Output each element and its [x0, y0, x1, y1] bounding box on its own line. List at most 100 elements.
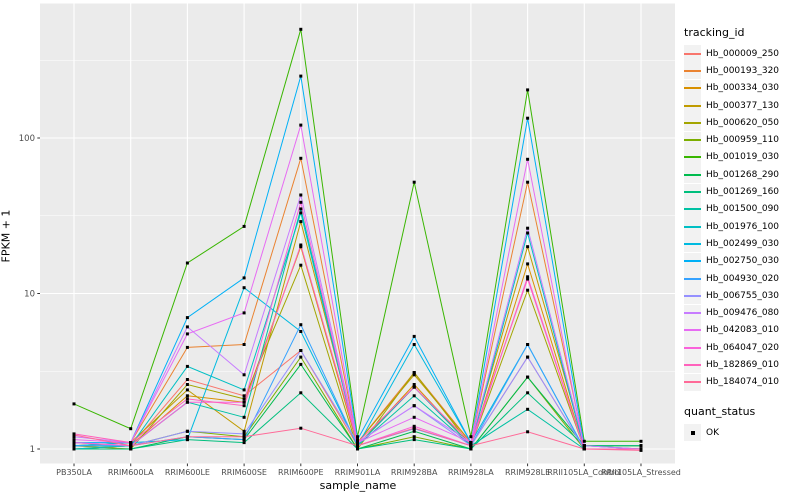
data-point	[242, 397, 246, 401]
data-point	[469, 435, 473, 439]
data-point	[526, 231, 530, 235]
legend-item: Hb_182869_010	[684, 356, 800, 374]
data-point	[412, 404, 416, 408]
data-point	[242, 286, 246, 290]
data-point	[185, 397, 189, 401]
legend-item: Hb_002499_030	[684, 235, 800, 253]
data-point	[526, 275, 530, 279]
data-point	[242, 404, 246, 408]
data-point	[129, 444, 133, 448]
data-point	[526, 288, 530, 292]
legend-line-swatch-icon	[684, 79, 701, 97]
legend-entries: Hb_000009_250 Hb_000193_320 Hb_000334_030 H…	[684, 45, 800, 391]
data-point	[185, 364, 189, 368]
legend-line-swatch-icon	[684, 235, 701, 253]
data-point	[299, 156, 303, 160]
legend-title-quant-status: quant_status	[684, 404, 756, 418]
ok-square-icon	[684, 424, 701, 442]
legend-label: Hb_001268_290	[706, 169, 780, 180]
data-point	[582, 439, 586, 443]
legend-label: Hb_000377_130	[706, 100, 780, 111]
legend-line-swatch-icon	[684, 339, 701, 357]
data-point	[412, 371, 416, 375]
data-point	[526, 343, 530, 346]
legend-item: Hb_000959_110	[684, 131, 800, 149]
data-point	[185, 316, 189, 320]
data-point	[129, 427, 133, 431]
legend: tracking_id Hb_000009_250 Hb_000193_320 Hb…	[684, 26, 800, 442]
x-tick-label: RRIM600LA	[108, 468, 154, 477]
legend-item: Hb_002750_030	[684, 252, 800, 270]
legend-line-swatch-icon	[684, 148, 701, 166]
legend-item: Hb_042083_010	[684, 321, 800, 339]
data-point	[242, 415, 246, 419]
legend-item: Hb_000377_130	[684, 97, 800, 115]
x-tick-label: RRIM600SE	[221, 468, 267, 477]
data-point	[412, 180, 416, 184]
legend-label: Hb_002750_030	[706, 256, 780, 267]
data-point	[242, 435, 246, 439]
data-point	[242, 432, 246, 436]
data-point	[582, 444, 586, 448]
x-tick-label: RRIM600LE	[165, 468, 210, 477]
data-point	[299, 391, 303, 395]
legend-item: Hb_001500_090	[684, 200, 800, 218]
data-point	[469, 447, 473, 451]
legend-label: Hb_009476_080	[706, 308, 780, 319]
data-point	[242, 343, 246, 346]
legend-line-swatch-icon	[684, 114, 701, 132]
data-point	[526, 245, 530, 249]
data-point	[72, 435, 76, 439]
legend-item: Hb_000193_320	[684, 62, 800, 80]
data-point	[356, 438, 359, 442]
legend-quant-status: quant_status OK	[684, 404, 800, 442]
legend-item: Hb_000334_030	[684, 79, 800, 97]
legend-label: Hb_042083_010	[706, 325, 780, 336]
legend-label: Hb_064047_020	[706, 342, 780, 353]
legend-label: Hb_001269_160	[706, 187, 780, 198]
data-point	[526, 355, 530, 359]
legend-label: Hb_006755_030	[706, 290, 780, 301]
x-axis-title: sample_name	[319, 479, 397, 492]
data-point	[185, 388, 189, 392]
legend-item-ok: OK	[684, 424, 800, 442]
legend-line-swatch-icon	[684, 200, 701, 218]
data-point	[526, 277, 530, 281]
data-point	[412, 438, 416, 442]
data-point	[469, 441, 473, 445]
x-tick-label: RRII105LA_Control	[547, 468, 621, 477]
data-point	[526, 116, 530, 120]
legend-item: Hb_064047_020	[684, 339, 800, 357]
data-point	[72, 447, 76, 451]
data-point	[412, 435, 416, 439]
legend-line-swatch-icon	[684, 183, 701, 201]
data-point	[299, 123, 303, 127]
legend-line-swatch-icon	[684, 62, 701, 80]
data-point	[72, 402, 76, 406]
data-point	[299, 74, 303, 78]
legend-label: Hb_182869_010	[706, 359, 780, 370]
data-point	[412, 424, 416, 428]
data-point	[526, 375, 530, 379]
data-point	[185, 378, 189, 381]
data-point	[412, 429, 416, 433]
legend-item: Hb_001269_160	[684, 183, 800, 201]
data-point	[299, 323, 303, 327]
data-point	[185, 325, 189, 329]
data-point	[526, 157, 530, 161]
data-point	[412, 383, 416, 386]
x-tick-label: RRIM928LE	[505, 468, 550, 477]
data-point	[526, 88, 530, 92]
legend-line-swatch-icon	[684, 166, 701, 184]
legend-item: Hb_006755_030	[684, 287, 800, 305]
data-point	[299, 263, 303, 267]
data-point	[185, 394, 189, 398]
data-point	[242, 441, 246, 445]
data-point	[242, 276, 246, 280]
data-point	[526, 226, 530, 230]
data-point	[299, 349, 303, 352]
data-point	[526, 430, 530, 434]
data-point	[72, 441, 76, 445]
data-point	[185, 435, 189, 439]
